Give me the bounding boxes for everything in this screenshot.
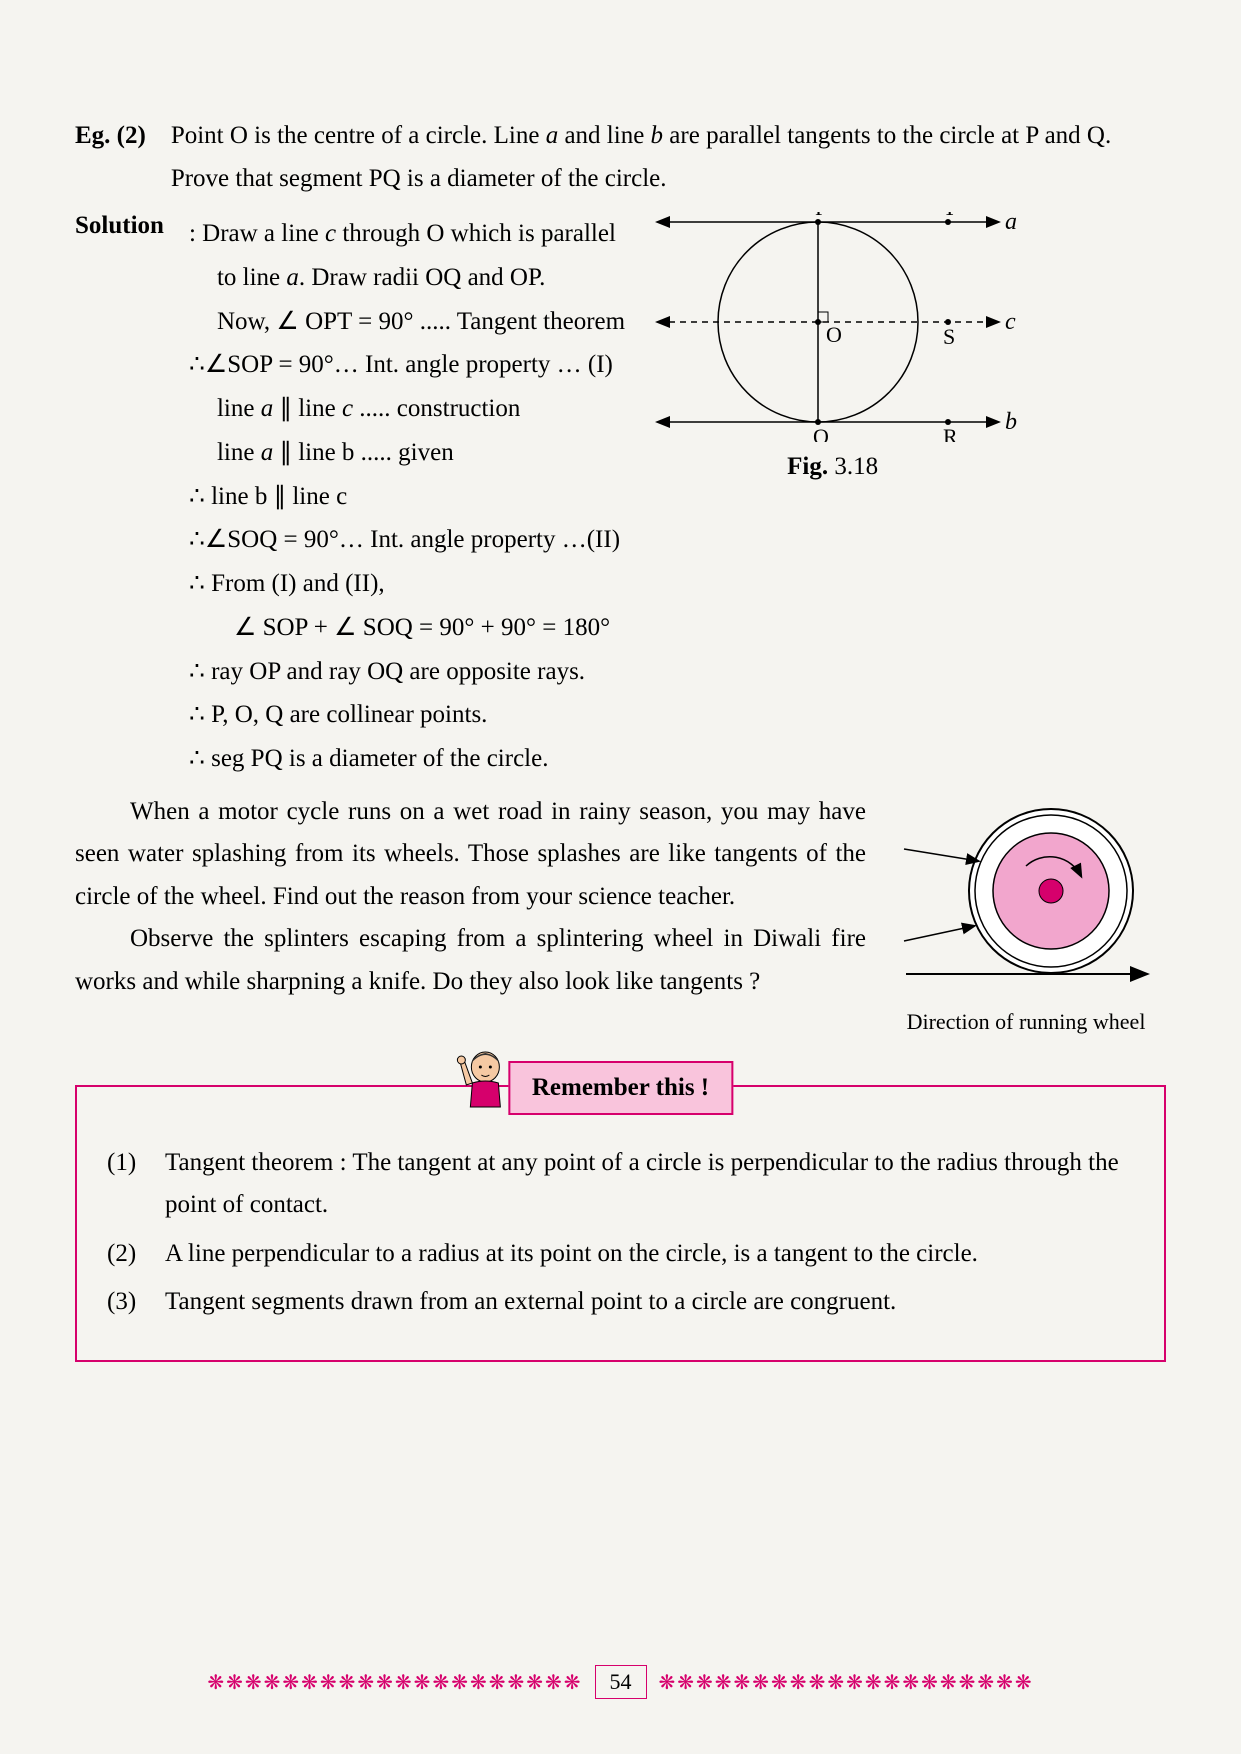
solution-steps-top: : Draw a line c through O which is paral…	[179, 212, 625, 518]
label-Q: Q	[813, 424, 829, 442]
label-c: c	[1005, 309, 1016, 335]
solution-step: ∴ ray OP and ray OQ are opposite rays.	[179, 650, 1166, 694]
figure-caption: Fig. 3.18	[635, 453, 1030, 481]
textbook-page: Eg. (2) Point O is the centre of a circl…	[0, 0, 1241, 1754]
footer-decoration-right: ❋❋❋❋❋❋❋❋❋❋❋❋❋❋❋❋❋❋❋❋	[659, 1670, 1034, 1695]
solution-step: ∴ line b ∥ line c	[179, 475, 625, 519]
remember-title: Remember this !	[532, 1067, 709, 1110]
label-a: a	[1005, 212, 1017, 235]
circle-tangent-diagram: P T a O S c Q R b	[643, 212, 1023, 442]
solution-step: to line a. Draw radii OQ and OP.	[179, 256, 625, 300]
wheel-figure: Direction of running wheel	[886, 791, 1166, 1035]
solution-step: : Draw a line c through O which is paral…	[179, 212, 625, 256]
label-T: T	[943, 212, 957, 220]
solution-step: ∴ P, O, Q are collinear points.	[179, 693, 1166, 737]
example-label: Eg. (2)	[75, 115, 146, 200]
wheel-caption: Direction of running wheel	[886, 1009, 1166, 1035]
solution-label: Solution	[75, 212, 164, 781]
label-P: P	[815, 212, 827, 220]
footer-decoration-left: ❋❋❋❋❋❋❋❋❋❋❋❋❋❋❋❋❋❋❋❋	[207, 1670, 582, 1695]
remember-item-number: (3)	[107, 1281, 151, 1324]
remember-item-text: Tangent segments drawn from an external …	[165, 1281, 896, 1324]
solution-step: ∴ seg PQ is a diameter of the circle.	[179, 737, 1166, 781]
solution-step: ∴∠SOQ = 90°… Int. angle property …(II)	[179, 518, 1166, 562]
label-R: R	[943, 424, 958, 442]
solution-step: ∠ SOP + ∠ SOQ = 90° + 90° = 180°	[179, 606, 1166, 650]
label-S: S	[943, 324, 955, 349]
page-number: 54	[595, 1665, 647, 1699]
remember-item: (1) Tangent theorem : The tangent at any …	[107, 1142, 1134, 1227]
paragraph-2: Observe the splinters escaping from a sp…	[75, 918, 866, 1003]
label-O: O	[826, 322, 842, 347]
boy-pointing-icon	[450, 1045, 510, 1110]
remember-item-text: A line perpendicular to a radius at its …	[165, 1233, 978, 1276]
solution-step: line a ∥ line b ..... given	[179, 431, 625, 475]
page-footer: ❋❋❋❋❋❋❋❋❋❋❋❋❋❋❋❋❋❋❋❋ 54 ❋❋❋❋❋❋❋❋❋❋❋❋❋❋❋❋…	[0, 1665, 1241, 1699]
remember-items-list: (1) Tangent theorem : The tangent at any …	[107, 1142, 1134, 1324]
solution-step: line a ∥ line c ..... construction	[179, 387, 625, 431]
example-text: Point O is the centre of a circle. Line …	[171, 115, 1166, 200]
example-header: Eg. (2) Point O is the centre of a circl…	[75, 115, 1166, 200]
solution-step: Now, ∠ OPT = 90° ..... Tangent theorem	[179, 300, 625, 344]
paragraph-1: When a motor cycle runs on a wet road in…	[75, 791, 866, 919]
remember-item-text: Tangent theorem : The tangent at any poi…	[165, 1142, 1134, 1227]
figure-3-18: P T a O S c Q R b Fig. 3.18	[625, 212, 1030, 481]
label-b: b	[1005, 409, 1017, 435]
solution-step: ∴∠SOP = 90°… Int. angle property … (I)	[179, 343, 625, 387]
remember-item-number: (2)	[107, 1233, 151, 1276]
remember-banner: Remember this !	[508, 1061, 733, 1116]
paragraph-section: When a motor cycle runs on a wet road in…	[75, 791, 1166, 1035]
solution-steps-bottom: ∴∠SOQ = 90°… Int. angle property …(II)∴ …	[179, 518, 1166, 781]
remember-box: Remember this ! (1)Tangent theorem : The…	[75, 1085, 1166, 1362]
remember-item-number: (1)	[107, 1142, 151, 1227]
solution-step: ∴ From (I) and (II),	[179, 562, 1166, 606]
remember-item: (2) A line perpendicular to a radius at i…	[107, 1233, 1134, 1276]
solution-block: Solution : Draw a line c through O which…	[75, 212, 1166, 781]
remember-item: (3) Tangent segments drawn from an extern…	[107, 1281, 1134, 1324]
wheel-diagram	[896, 801, 1156, 996]
